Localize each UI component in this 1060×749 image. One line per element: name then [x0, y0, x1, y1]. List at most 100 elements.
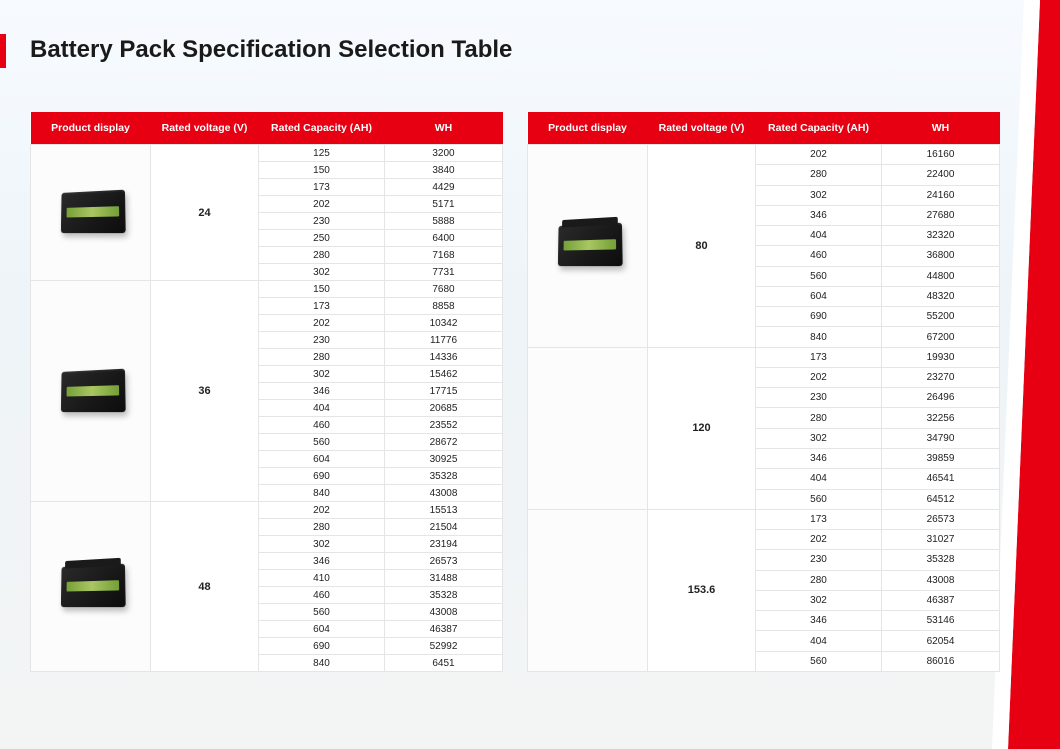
column-header: Rated Capacity (AH) — [756, 112, 882, 145]
wh-cell: 16160 — [882, 145, 1000, 165]
capacity-cell: 125 — [259, 145, 385, 162]
column-header: WH — [385, 112, 503, 145]
page: Battery Pack Specification Selection Tab… — [0, 0, 1060, 749]
capacity-cell: 404 — [756, 226, 882, 246]
capacity-cell: 404 — [259, 400, 385, 417]
capacity-cell: 302 — [259, 536, 385, 553]
wh-cell: 46387 — [882, 590, 1000, 610]
column-header: Rated voltage (V) — [151, 112, 259, 145]
table-row: 8020216160 — [528, 145, 1000, 165]
wh-cell: 19930 — [882, 347, 1000, 367]
wh-cell: 11776 — [385, 332, 503, 349]
wh-cell: 53146 — [882, 611, 1000, 631]
wh-cell: 32256 — [882, 408, 1000, 428]
wh-cell: 86016 — [882, 651, 1000, 671]
capacity-cell: 560 — [259, 434, 385, 451]
capacity-cell: 560 — [756, 266, 882, 286]
capacity-cell: 302 — [756, 590, 882, 610]
capacity-cell: 173 — [756, 509, 882, 529]
voltage-cell: 48 — [151, 502, 259, 672]
capacity-cell: 280 — [259, 247, 385, 264]
wh-cell: 46387 — [385, 621, 503, 638]
capacity-cell: 230 — [259, 213, 385, 230]
wh-cell: 43008 — [385, 485, 503, 502]
table-row: 4820215513 — [31, 502, 503, 519]
wh-cell: 23194 — [385, 536, 503, 553]
capacity-cell: 280 — [756, 408, 882, 428]
capacity-cell: 202 — [259, 502, 385, 519]
wh-cell: 31027 — [882, 530, 1000, 550]
wh-cell: 34790 — [882, 428, 1000, 448]
wh-cell: 7731 — [385, 264, 503, 281]
capacity-cell: 280 — [259, 349, 385, 366]
product-display-cell — [31, 145, 151, 281]
wh-cell: 26573 — [385, 553, 503, 570]
capacity-cell: 560 — [756, 489, 882, 509]
wh-cell: 27680 — [882, 205, 1000, 225]
capacity-cell: 302 — [259, 366, 385, 383]
column-header: WH — [882, 112, 1000, 145]
wh-cell: 30925 — [385, 451, 503, 468]
product-display-cell — [31, 502, 151, 672]
wh-cell: 26496 — [882, 388, 1000, 408]
capacity-cell: 560 — [259, 604, 385, 621]
wh-cell: 14336 — [385, 349, 503, 366]
capacity-cell: 230 — [756, 550, 882, 570]
wh-cell: 43008 — [882, 570, 1000, 590]
voltage-cell: 24 — [151, 145, 259, 281]
wh-cell: 15462 — [385, 366, 503, 383]
wh-cell: 55200 — [882, 307, 1000, 327]
wh-cell: 52992 — [385, 638, 503, 655]
battery-icon — [538, 214, 638, 274]
capacity-cell: 173 — [259, 179, 385, 196]
column-header: Rated voltage (V) — [648, 112, 756, 145]
capacity-cell: 202 — [259, 196, 385, 213]
wh-cell: 10342 — [385, 315, 503, 332]
spec-table-right: Product displayRated voltage (V)Rated Ca… — [527, 112, 1000, 672]
capacity-cell: 410 — [259, 570, 385, 587]
wh-cell: 23270 — [882, 367, 1000, 387]
capacity-cell: 460 — [259, 587, 385, 604]
capacity-cell: 302 — [756, 185, 882, 205]
voltage-cell: 153.6 — [648, 509, 756, 671]
wh-cell: 23552 — [385, 417, 503, 434]
column-header: Product display — [31, 112, 151, 145]
wh-cell: 6400 — [385, 230, 503, 247]
capacity-cell: 346 — [756, 205, 882, 225]
wh-cell: 20685 — [385, 400, 503, 417]
capacity-cell: 604 — [259, 621, 385, 638]
capacity-cell: 690 — [259, 638, 385, 655]
wh-cell: 3840 — [385, 162, 503, 179]
wh-cell: 31488 — [385, 570, 503, 587]
wh-cell: 8858 — [385, 298, 503, 315]
wh-cell: 21504 — [385, 519, 503, 536]
capacity-cell: 404 — [756, 631, 882, 651]
capacity-cell: 346 — [756, 611, 882, 631]
voltage-cell: 80 — [648, 145, 756, 348]
capacity-cell: 302 — [259, 264, 385, 281]
capacity-cell: 280 — [259, 519, 385, 536]
capacity-cell: 230 — [756, 388, 882, 408]
capacity-cell: 604 — [259, 451, 385, 468]
tables-container: Product displayRated voltage (V)Rated Ca… — [30, 112, 1000, 672]
wh-cell: 17715 — [385, 383, 503, 400]
wh-cell: 46541 — [882, 469, 1000, 489]
wh-cell: 24160 — [882, 185, 1000, 205]
capacity-cell: 404 — [756, 469, 882, 489]
capacity-cell: 690 — [259, 468, 385, 485]
capacity-cell: 202 — [756, 530, 882, 550]
accent-bar-left — [0, 34, 6, 68]
capacity-cell: 280 — [756, 165, 882, 185]
product-display-cell — [528, 347, 648, 509]
capacity-cell: 346 — [756, 448, 882, 468]
column-header: Rated Capacity (AH) — [259, 112, 385, 145]
wh-cell: 35328 — [385, 587, 503, 604]
table-row: 12017319930 — [528, 347, 1000, 367]
wh-cell: 3200 — [385, 145, 503, 162]
table-row: 361507680 — [31, 281, 503, 298]
capacity-cell: 150 — [259, 162, 385, 179]
capacity-cell: 280 — [756, 570, 882, 590]
wh-cell: 6451 — [385, 655, 503, 672]
spec-table-left: Product displayRated voltage (V)Rated Ca… — [30, 112, 503, 672]
capacity-cell: 346 — [259, 383, 385, 400]
